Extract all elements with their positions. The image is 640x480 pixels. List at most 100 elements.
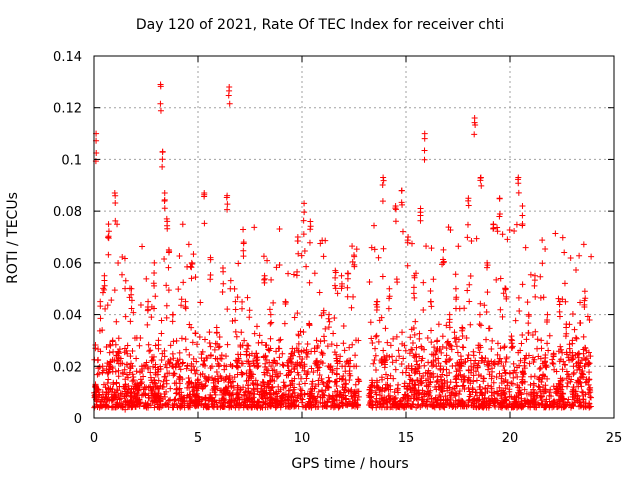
data-point	[157, 100, 164, 107]
band-point	[546, 398, 553, 405]
band-point	[470, 378, 477, 385]
data-point	[246, 367, 253, 374]
scatter-point	[194, 341, 201, 348]
scatter-point	[123, 347, 130, 354]
band-point	[380, 347, 387, 354]
band-point	[430, 370, 437, 377]
band-point	[104, 379, 111, 386]
data-points	[91, 81, 595, 413]
band-point	[298, 359, 305, 366]
band-point	[277, 397, 284, 404]
data-point	[478, 182, 485, 189]
band-point	[140, 403, 147, 410]
scatter-point	[169, 363, 176, 370]
band-point	[163, 364, 170, 371]
band-point	[260, 354, 267, 361]
data-point	[128, 305, 135, 312]
band-point	[226, 372, 233, 379]
scatter-point	[349, 258, 356, 265]
data-point	[253, 354, 260, 361]
band-point	[244, 393, 251, 400]
scatter-point	[332, 285, 339, 292]
data-point	[421, 135, 428, 142]
scatter-point	[476, 311, 483, 318]
scatter-point	[468, 363, 475, 370]
data-point	[556, 301, 563, 308]
scatter-point	[342, 363, 349, 370]
band-point	[466, 388, 473, 395]
data-point	[367, 384, 374, 391]
scatter-point	[519, 332, 526, 339]
data-point	[194, 393, 201, 400]
band-point	[514, 381, 521, 388]
scatter-point	[322, 325, 329, 332]
scatter-point	[424, 334, 431, 341]
data-point	[332, 274, 339, 281]
scatter-point	[565, 354, 572, 361]
band-point	[256, 332, 263, 339]
x-tick-label: 20	[502, 431, 519, 446]
data-point	[207, 276, 214, 283]
band-point	[491, 402, 498, 409]
band-point	[547, 386, 554, 393]
data-point	[132, 403, 139, 410]
scatter-point	[561, 280, 568, 287]
data-point	[220, 268, 227, 275]
band-point	[224, 341, 231, 348]
band-point	[439, 371, 446, 378]
band-point	[538, 378, 545, 385]
data-point	[428, 303, 435, 310]
scatter-point	[320, 253, 327, 260]
band-point	[381, 387, 388, 394]
band-point	[284, 396, 291, 403]
band-point	[472, 357, 479, 364]
band-point	[574, 398, 581, 405]
scatter-point	[206, 340, 213, 347]
scatter-point	[483, 336, 490, 343]
band-point	[243, 351, 250, 358]
band-point	[389, 401, 396, 408]
data-point	[101, 282, 108, 289]
y-tick-label: 0.04	[53, 309, 82, 324]
band-point	[550, 360, 557, 367]
band-point	[189, 339, 196, 346]
scatter-point	[496, 358, 503, 365]
scatter-point	[455, 243, 462, 250]
band-point	[147, 374, 154, 381]
band-point	[392, 366, 399, 373]
data-point	[503, 295, 510, 302]
scatter-point	[408, 326, 415, 333]
band-point	[558, 394, 565, 401]
band-point	[587, 394, 594, 401]
band-point	[177, 366, 184, 373]
band-point	[538, 392, 545, 399]
band-point	[505, 404, 512, 411]
data-point	[421, 147, 428, 154]
data-point	[344, 275, 351, 282]
band-point	[512, 369, 519, 376]
band-point	[528, 373, 535, 380]
band-point	[521, 355, 528, 362]
scatter-point	[190, 355, 197, 362]
scatter-point	[115, 335, 122, 342]
data-point	[319, 379, 326, 386]
band-point	[436, 392, 443, 399]
band-point	[291, 366, 298, 373]
band-point	[327, 403, 334, 410]
data-point	[109, 356, 116, 363]
band-point	[211, 398, 218, 405]
band-point	[255, 399, 262, 406]
data-point	[569, 356, 576, 363]
data-point	[410, 290, 417, 297]
band-point	[244, 345, 251, 352]
scatter-point	[151, 305, 158, 312]
band-point	[514, 364, 521, 371]
scatter-point	[346, 344, 353, 351]
data-point	[105, 235, 112, 242]
band-point	[153, 399, 160, 406]
band-point	[232, 404, 239, 411]
data-point	[213, 329, 220, 336]
band-point	[217, 404, 224, 411]
scatter-point	[401, 342, 408, 349]
scatter-point	[121, 255, 128, 262]
